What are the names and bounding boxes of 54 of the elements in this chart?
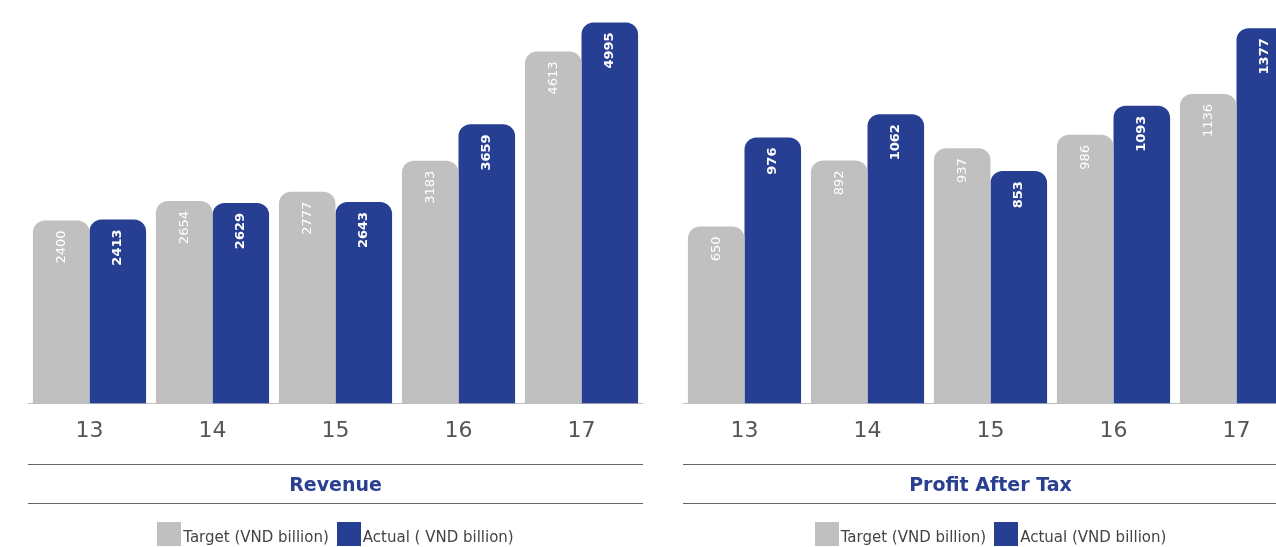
- data-label: 2643: [355, 211, 371, 249]
- data-label: 2400: [52, 230, 68, 264]
- data-label: 892: [830, 170, 846, 196]
- data-label: 4995: [601, 32, 617, 69]
- bar: [212, 202, 270, 404]
- x-tick-label: 16: [1099, 416, 1128, 442]
- data-label: 2777: [298, 201, 314, 235]
- x-tick-label: 13: [730, 416, 759, 442]
- data-label: 2654: [175, 211, 191, 245]
- data-label: 3659: [478, 134, 494, 171]
- bar: [933, 148, 991, 404]
- data-label: 1062: [887, 124, 903, 161]
- x-tick-label: 15: [976, 416, 1005, 442]
- bar: [687, 226, 745, 404]
- bar: [32, 220, 90, 404]
- bar: [155, 201, 213, 404]
- bar: [1113, 105, 1171, 404]
- x-tick-label: 15: [321, 416, 350, 442]
- x-tick-label: 13: [75, 416, 104, 442]
- legend-label: Actual ( VND billion): [362, 528, 514, 546]
- data-label: 1136: [1199, 103, 1215, 138]
- bar: [458, 124, 516, 404]
- bar: [810, 160, 868, 404]
- data-label: 976: [764, 147, 780, 175]
- legend-label: Actual (VND billion): [1020, 528, 1167, 546]
- data-label: 986: [1076, 144, 1092, 170]
- x-tick-label: 16: [444, 416, 473, 442]
- bar: [401, 160, 459, 404]
- legend-label: Target (VND billion): [840, 528, 987, 546]
- data-label: 853: [1010, 181, 1026, 209]
- bar: [867, 114, 925, 404]
- bar: [89, 219, 147, 404]
- bar: [1056, 134, 1114, 404]
- data-label: 937: [953, 158, 969, 184]
- x-tick-label: 14: [198, 416, 227, 442]
- data-label: 1093: [1133, 115, 1149, 152]
- data-label: 2629: [232, 212, 248, 250]
- bar: [581, 22, 639, 404]
- data-label: 2413: [109, 229, 125, 266]
- x-tick-label: 14: [853, 416, 882, 442]
- bar: [990, 171, 1048, 404]
- text: Revenue: [28, 464, 643, 504]
- bar: [278, 191, 336, 404]
- text: Profit After Tax: [683, 464, 1276, 504]
- bar: [744, 137, 802, 404]
- data-label: 4613: [544, 61, 560, 95]
- data-label: 650: [707, 236, 723, 262]
- bar: [524, 51, 582, 404]
- data-label: 1377: [1256, 38, 1272, 75]
- data-label: 3183: [421, 170, 437, 204]
- x-tick-label: 17: [1222, 416, 1251, 442]
- bar: [335, 201, 393, 404]
- x-tick-label: 17: [567, 416, 596, 442]
- legend-label: Target (VND billion): [183, 528, 329, 546]
